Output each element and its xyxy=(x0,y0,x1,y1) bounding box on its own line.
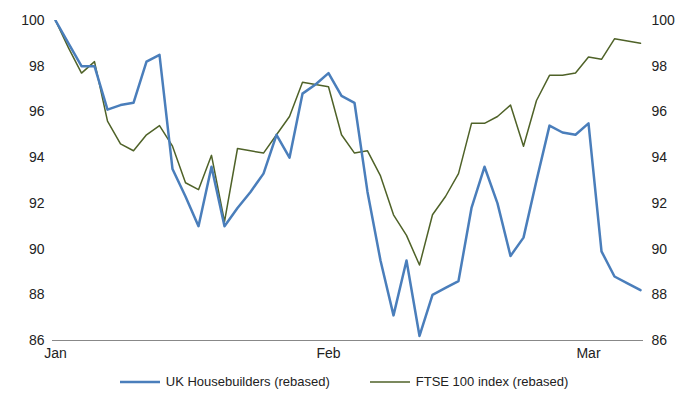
svg-text:100: 100 xyxy=(21,12,45,28)
svg-text:Feb: Feb xyxy=(316,345,340,361)
svg-text:96: 96 xyxy=(29,103,45,119)
svg-text:86: 86 xyxy=(29,332,45,348)
html-text:UK Housebuilders (rebased): UK Housebuilders (rebased) xyxy=(165,374,330,389)
svg-text:86: 86 xyxy=(652,332,668,348)
svg-text:88: 88 xyxy=(29,286,45,302)
html-text:FTSE 100 index (rebased): FTSE 100 index (rebased) xyxy=(415,374,569,389)
svg-text:100: 100 xyxy=(652,12,676,28)
svg-text:Mar: Mar xyxy=(576,345,600,361)
svg-text:92: 92 xyxy=(29,195,45,211)
svg-text:88: 88 xyxy=(652,286,668,302)
svg-text:98: 98 xyxy=(29,58,45,74)
svg-text:90: 90 xyxy=(652,241,668,257)
svg-text:94: 94 xyxy=(652,149,668,165)
svg-text:92: 92 xyxy=(652,195,668,211)
svg-text:Jan: Jan xyxy=(44,345,67,361)
svg-text:98: 98 xyxy=(652,58,668,74)
svg-text:90: 90 xyxy=(29,241,45,257)
svg-text:94: 94 xyxy=(29,149,45,165)
svg-text:96: 96 xyxy=(652,103,668,119)
